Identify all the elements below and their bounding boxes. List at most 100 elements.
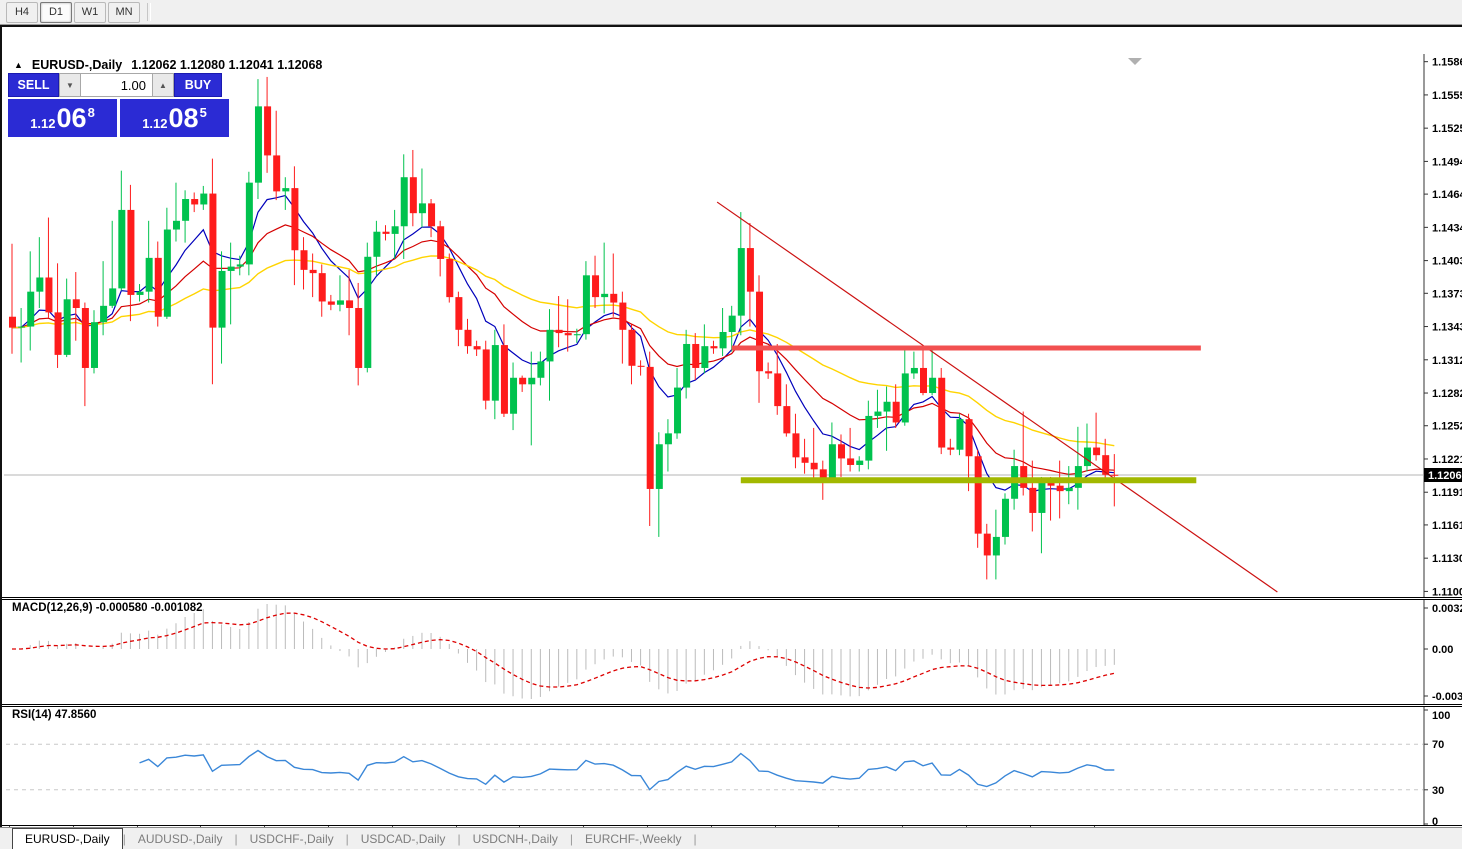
panel-divider[interactable]: [2, 597, 1462, 600]
candle-body: [756, 291, 764, 372]
panel-divider[interactable]: [2, 704, 1462, 707]
sell-big-figure: 1.12: [30, 115, 56, 131]
timeframe-toolbar: H4 D1 W1 MN: [0, 0, 1462, 25]
candle-body: [592, 275, 600, 298]
descending-trendline[interactable]: [716, 201, 1278, 593]
candle-body: [692, 343, 700, 368]
candle-body: [856, 460, 864, 465]
macd-axis-label: 0.003287: [1432, 603, 1462, 615]
candle-body: [1038, 482, 1046, 513]
collapse-caption-icon[interactable]: ▲: [14, 60, 23, 70]
candle-body: [54, 312, 62, 355]
macd-histogram: [20, 604, 1115, 699]
candle-body: [1056, 485, 1064, 492]
chart-tab-eurchf-weekly[interactable]: EURCHF-,Weekly: [585, 831, 682, 846]
volume-decrease-button[interactable]: ▼: [59, 73, 81, 97]
candle-body: [18, 326, 26, 328]
candle-body: [956, 419, 964, 450]
candle-body: [737, 248, 745, 316]
candle-body: [163, 229, 171, 317]
sell-price-box[interactable]: 1.12 06 8: [8, 99, 117, 137]
candle-body: [874, 411, 882, 416]
candle-body: [27, 291, 35, 327]
candle-body: [500, 345, 508, 414]
chart-shift-marker[interactable]: [1128, 58, 1142, 65]
candle-body: [300, 250, 308, 270]
chart-tab-usdcad-daily[interactable]: USDCAD-,Daily: [360, 831, 446, 846]
candle-body: [409, 177, 417, 214]
price-axis-label: 1.12215: [1432, 454, 1462, 466]
price-axis-label: 1.11000: [1432, 586, 1462, 597]
candlestick-chart[interactable]: 1.15860 1.15555 1.15250 1.14945 1.14645 1.143…: [2, 54, 1462, 597]
price-axis-label: 1.12820: [1432, 388, 1462, 400]
timeframe-button-h4[interactable]: H4: [6, 1, 38, 23]
timeframe-button-d1[interactable]: D1: [40, 1, 72, 23]
candle-body: [674, 387, 682, 434]
price-axis-label: 1.13430: [1432, 322, 1462, 334]
candle-body: [810, 462, 818, 470]
tab-separator: |: [457, 831, 461, 846]
candle-body: [491, 345, 499, 401]
candle-body: [236, 264, 244, 267]
macd-axis-label: 0.00: [1432, 644, 1453, 656]
rsi-line: [139, 749, 1115, 791]
buy-pips: 08: [168, 102, 199, 133]
macd-signal-line: [12, 612, 1115, 689]
candle-body: [819, 469, 827, 480]
buy-button[interactable]: BUY: [174, 73, 222, 97]
candle-body: [938, 377, 946, 448]
candle-body: [182, 199, 190, 221]
timeframe-button-mn[interactable]: MN: [108, 1, 140, 23]
candle-body: [1020, 466, 1028, 488]
chart-window: 1.15860 1.15555 1.15250 1.14945 1.14645 1.143…: [0, 25, 1462, 849]
sell-pipette: 8: [87, 104, 95, 120]
chart-tab-usdchf-daily[interactable]: USDCHF-,Daily: [249, 831, 334, 846]
tab-separator: |: [569, 831, 574, 846]
candle-body: [1065, 487, 1073, 492]
candle-body: [1083, 447, 1091, 467]
rsi-indicator-panel[interactable]: 100 70 30 0: [2, 707, 1462, 825]
chart-tab-audusd-daily[interactable]: AUDUSD-,Daily: [137, 831, 223, 846]
candle-body: [537, 361, 545, 378]
buy-price-box[interactable]: 1.12 08 5: [120, 99, 229, 137]
rsi-axis-label: 70: [1432, 739, 1444, 751]
one-click-trade-panel: SELL ▼ ▲ BUY 1.12 06 8 1.12 08: [8, 73, 229, 137]
volume-increase-button[interactable]: ▲: [152, 73, 174, 97]
timeframe-button-w1[interactable]: W1: [74, 1, 106, 23]
rsi-axis-label: 0: [1432, 816, 1438, 825]
candle-body: [974, 456, 982, 534]
candle-body: [464, 329, 472, 347]
candles-group: [9, 76, 1119, 580]
candle-body: [90, 322, 98, 368]
candle-body: [929, 377, 937, 394]
candle-body: [482, 349, 490, 401]
sell-button[interactable]: SELL: [8, 73, 59, 97]
candle-body: [264, 106, 272, 156]
candle-body: [373, 231, 381, 257]
chart-tab-eurusd-daily[interactable]: EURUSD-,Daily: [12, 828, 123, 849]
candle-body: [655, 444, 663, 489]
chart-tab-usdcnh-daily[interactable]: USDCNH-,Daily: [472, 831, 558, 846]
price-axis-label: 1.14035: [1432, 256, 1462, 268]
candle-body: [9, 316, 16, 328]
volume-input[interactable]: [81, 73, 152, 97]
candle-body: [1029, 487, 1037, 513]
candle-body: [172, 220, 180, 230]
candle-body: [418, 203, 426, 214]
candle-body: [273, 155, 281, 192]
candle-body: [1093, 447, 1101, 456]
candle-body: [728, 315, 736, 332]
price-axis-label: 1.11910: [1432, 487, 1462, 499]
price-axis-label: 1.13125: [1432, 355, 1462, 367]
candle-body: [218, 270, 226, 328]
candle-body: [601, 293, 609, 298]
candle-body: [783, 406, 791, 434]
price-axis-label: 1.14945: [1432, 156, 1462, 168]
candle-body: [965, 419, 973, 457]
macd-indicator-panel[interactable]: 0.003287 0.00 -0.003659: [2, 600, 1462, 704]
candle-body: [774, 373, 782, 407]
candle-body: [619, 302, 627, 330]
chart-caption: ▲ EURUSD-,Daily 1.12062 1.12080 1.12041 …: [14, 58, 322, 72]
candle-body: [901, 373, 909, 423]
candle-body: [519, 377, 527, 385]
